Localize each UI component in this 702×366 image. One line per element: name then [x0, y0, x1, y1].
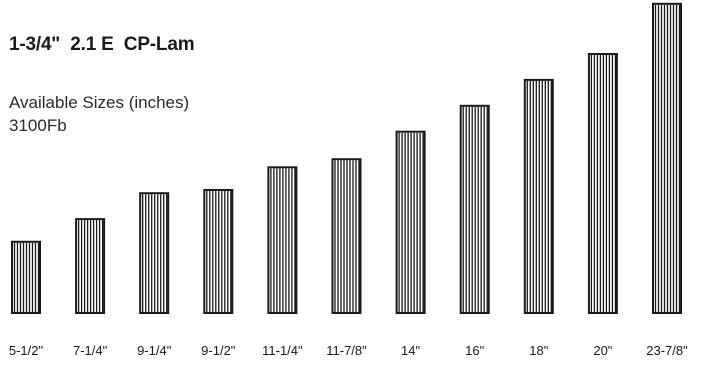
size-label: 11-7/8"	[326, 343, 367, 358]
size-label: 18"	[529, 343, 549, 358]
beam-bar	[395, 130, 426, 314]
beam-bar	[652, 2, 682, 314]
size-label: 14"	[401, 343, 421, 358]
subtitle-block: Available Sizes (inches) 3100Fb	[9, 91, 189, 137]
beam-bar	[11, 240, 41, 314]
beam-bar	[459, 104, 490, 314]
size-label: 11-1/4"	[262, 343, 303, 358]
size-label: 23-7/8"	[646, 343, 688, 358]
beam-bar	[267, 166, 298, 314]
beam-bar	[75, 218, 106, 314]
size-label: 5-1/2"	[8, 343, 44, 358]
grade-label: 3100Fb	[9, 116, 67, 135]
size-label: 9-1/2"	[201, 343, 236, 358]
beam-bar	[331, 158, 362, 314]
beam-bar	[139, 192, 170, 314]
product-title: 1-3/4" 2.1 E CP-Lam	[9, 34, 195, 55]
beam-bar	[587, 53, 618, 314]
available-sizes-label: Available Sizes (inches)	[9, 93, 190, 112]
size-label: 16"	[465, 343, 485, 358]
beam-bar	[523, 78, 554, 315]
beam-bar	[203, 188, 234, 315]
size-label: 7-1/4"	[72, 343, 108, 358]
size-label: 20"	[593, 343, 613, 358]
size-label: 9-1/4"	[137, 343, 172, 358]
